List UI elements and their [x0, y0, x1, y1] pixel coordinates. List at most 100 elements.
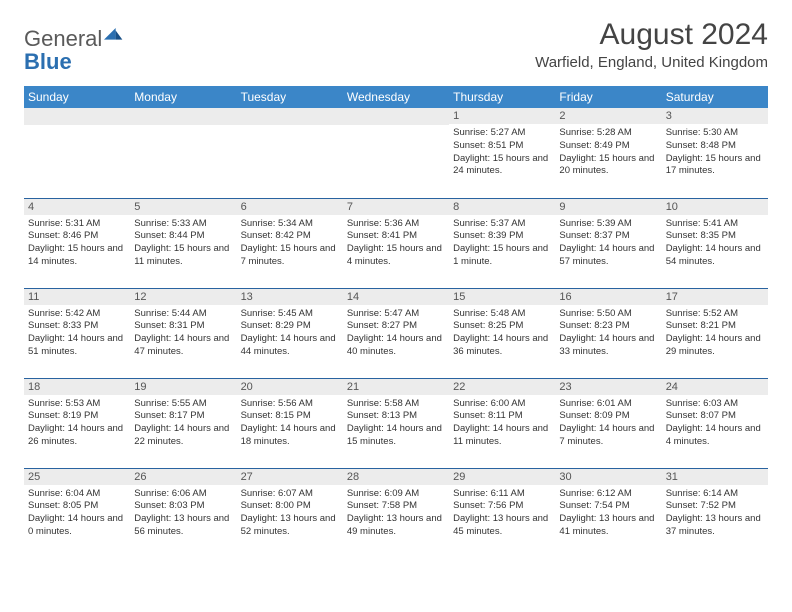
sunrise-line: Sunrise: 6:07 AM: [241, 488, 339, 501]
day-details: Sunrise: 5:41 AMSunset: 8:35 PMDaylight:…: [662, 215, 768, 272]
sunrise-line: Sunrise: 5:34 AM: [241, 218, 339, 231]
day-details: Sunrise: 5:31 AMSunset: 8:46 PMDaylight:…: [24, 215, 130, 272]
calendar-week-row: 4Sunrise: 5:31 AMSunset: 8:46 PMDaylight…: [24, 198, 768, 288]
day-number: 21: [343, 379, 449, 395]
day-number: 12: [130, 289, 236, 305]
daylight-line: Daylight: 14 hours and 15 minutes.: [347, 423, 445, 449]
calendar-table: Sunday Monday Tuesday Wednesday Thursday…: [24, 86, 768, 558]
day-number: 17: [662, 289, 768, 305]
calendar-cell: 15Sunrise: 5:48 AMSunset: 8:25 PMDayligh…: [449, 288, 555, 378]
sunset-line: Sunset: 8:44 PM: [134, 230, 232, 243]
sunrise-line: Sunrise: 6:09 AM: [347, 488, 445, 501]
sunset-line: Sunset: 8:11 PM: [453, 410, 551, 423]
daylight-line: Daylight: 15 hours and 20 minutes.: [559, 153, 657, 179]
day-number: 15: [449, 289, 555, 305]
day-number: 16: [555, 289, 661, 305]
empty-day-header: [130, 108, 236, 125]
daylight-line: Daylight: 14 hours and 4 minutes.: [666, 423, 764, 449]
sunset-line: Sunset: 8:19 PM: [28, 410, 126, 423]
sunrise-line: Sunrise: 5:44 AM: [134, 308, 232, 321]
day-number: 13: [237, 289, 343, 305]
calendar-cell: [237, 108, 343, 198]
calendar-week-row: 1Sunrise: 5:27 AMSunset: 8:51 PMDaylight…: [24, 108, 768, 198]
calendar-cell: 12Sunrise: 5:44 AMSunset: 8:31 PMDayligh…: [130, 288, 236, 378]
calendar-cell: 29Sunrise: 6:11 AMSunset: 7:56 PMDayligh…: [449, 468, 555, 558]
sunset-line: Sunset: 8:46 PM: [28, 230, 126, 243]
sunrise-line: Sunrise: 5:33 AM: [134, 218, 232, 231]
daylight-line: Daylight: 14 hours and 11 minutes.: [453, 423, 551, 449]
day-details: Sunrise: 5:48 AMSunset: 8:25 PMDaylight:…: [449, 305, 555, 362]
daylight-line: Daylight: 14 hours and 51 minutes.: [28, 333, 126, 359]
empty-day-header: [343, 108, 449, 125]
sunset-line: Sunset: 8:51 PM: [453, 140, 551, 153]
header: General Blue August 2024 Warfield, Engla…: [24, 18, 768, 74]
sunset-line: Sunset: 8:33 PM: [28, 320, 126, 333]
day-details: Sunrise: 6:12 AMSunset: 7:54 PMDaylight:…: [555, 485, 661, 542]
sunrise-line: Sunrise: 5:36 AM: [347, 218, 445, 231]
calendar-cell: 27Sunrise: 6:07 AMSunset: 8:00 PMDayligh…: [237, 468, 343, 558]
title-location: Warfield, England, United Kingdom: [535, 54, 768, 71]
daylight-line: Daylight: 15 hours and 1 minute.: [453, 243, 551, 269]
calendar-cell: 17Sunrise: 5:52 AMSunset: 8:21 PMDayligh…: [662, 288, 768, 378]
sunset-line: Sunset: 8:37 PM: [559, 230, 657, 243]
day-number: 23: [555, 379, 661, 395]
day-number: 31: [662, 469, 768, 485]
calendar-cell: 1Sunrise: 5:27 AMSunset: 8:51 PMDaylight…: [449, 108, 555, 198]
day-details: Sunrise: 6:06 AMSunset: 8:03 PMDaylight:…: [130, 485, 236, 542]
weekday-header: Tuesday: [237, 86, 343, 108]
sunrise-line: Sunrise: 5:37 AM: [453, 218, 551, 231]
sunset-line: Sunset: 7:54 PM: [559, 500, 657, 513]
day-details: Sunrise: 6:09 AMSunset: 7:58 PMDaylight:…: [343, 485, 449, 542]
weekday-header: Monday: [130, 86, 236, 108]
daylight-line: Daylight: 14 hours and 57 minutes.: [559, 243, 657, 269]
sunrise-line: Sunrise: 5:52 AM: [666, 308, 764, 321]
daylight-line: Daylight: 15 hours and 17 minutes.: [666, 153, 764, 179]
calendar-cell: 24Sunrise: 6:03 AMSunset: 8:07 PMDayligh…: [662, 378, 768, 468]
sunset-line: Sunset: 7:58 PM: [347, 500, 445, 513]
day-number: 28: [343, 469, 449, 485]
calendar-week-row: 11Sunrise: 5:42 AMSunset: 8:33 PMDayligh…: [24, 288, 768, 378]
daylight-line: Daylight: 14 hours and 7 minutes.: [559, 423, 657, 449]
sunset-line: Sunset: 8:21 PM: [666, 320, 764, 333]
weekday-header: Wednesday: [343, 86, 449, 108]
sunrise-line: Sunrise: 5:47 AM: [347, 308, 445, 321]
sunrise-line: Sunrise: 6:03 AM: [666, 398, 764, 411]
calendar-cell: 26Sunrise: 6:06 AMSunset: 8:03 PMDayligh…: [130, 468, 236, 558]
calendar-cell: 10Sunrise: 5:41 AMSunset: 8:35 PMDayligh…: [662, 198, 768, 288]
day-details: Sunrise: 5:37 AMSunset: 8:39 PMDaylight:…: [449, 215, 555, 272]
daylight-line: Daylight: 14 hours and 22 minutes.: [134, 423, 232, 449]
sunset-line: Sunset: 8:48 PM: [666, 140, 764, 153]
daylight-line: Daylight: 13 hours and 37 minutes.: [666, 513, 764, 539]
sunset-line: Sunset: 8:25 PM: [453, 320, 551, 333]
sunrise-line: Sunrise: 6:12 AM: [559, 488, 657, 501]
sunrise-line: Sunrise: 6:11 AM: [453, 488, 551, 501]
sunrise-line: Sunrise: 5:56 AM: [241, 398, 339, 411]
day-number: 30: [555, 469, 661, 485]
day-details: Sunrise: 5:39 AMSunset: 8:37 PMDaylight:…: [555, 215, 661, 272]
day-details: Sunrise: 5:30 AMSunset: 8:48 PMDaylight:…: [662, 124, 768, 181]
daylight-line: Daylight: 14 hours and 44 minutes.: [241, 333, 339, 359]
day-number: 3: [662, 108, 768, 124]
day-number: 11: [24, 289, 130, 305]
calendar-cell: [130, 108, 236, 198]
day-number: 10: [662, 199, 768, 215]
sunset-line: Sunset: 8:39 PM: [453, 230, 551, 243]
calendar-cell: [24, 108, 130, 198]
day-number: 20: [237, 379, 343, 395]
title-month: August 2024: [535, 18, 768, 52]
daylight-line: Daylight: 15 hours and 4 minutes.: [347, 243, 445, 269]
day-details: Sunrise: 5:53 AMSunset: 8:19 PMDaylight:…: [24, 395, 130, 452]
calendar-week-row: 25Sunrise: 6:04 AMSunset: 8:05 PMDayligh…: [24, 468, 768, 558]
sunrise-line: Sunrise: 5:30 AM: [666, 127, 764, 140]
calendar-cell: 14Sunrise: 5:47 AMSunset: 8:27 PMDayligh…: [343, 288, 449, 378]
title-block: August 2024 Warfield, England, United Ki…: [535, 18, 768, 71]
day-number: 2: [555, 108, 661, 124]
day-number: 5: [130, 199, 236, 215]
logo-mark-icon: [104, 24, 124, 42]
calendar-page: General Blue August 2024 Warfield, Engla…: [0, 0, 792, 576]
day-details: Sunrise: 6:04 AMSunset: 8:05 PMDaylight:…: [24, 485, 130, 542]
sunset-line: Sunset: 8:15 PM: [241, 410, 339, 423]
day-details: Sunrise: 5:58 AMSunset: 8:13 PMDaylight:…: [343, 395, 449, 452]
logo-text-blue: Blue: [24, 49, 72, 74]
day-number: 24: [662, 379, 768, 395]
